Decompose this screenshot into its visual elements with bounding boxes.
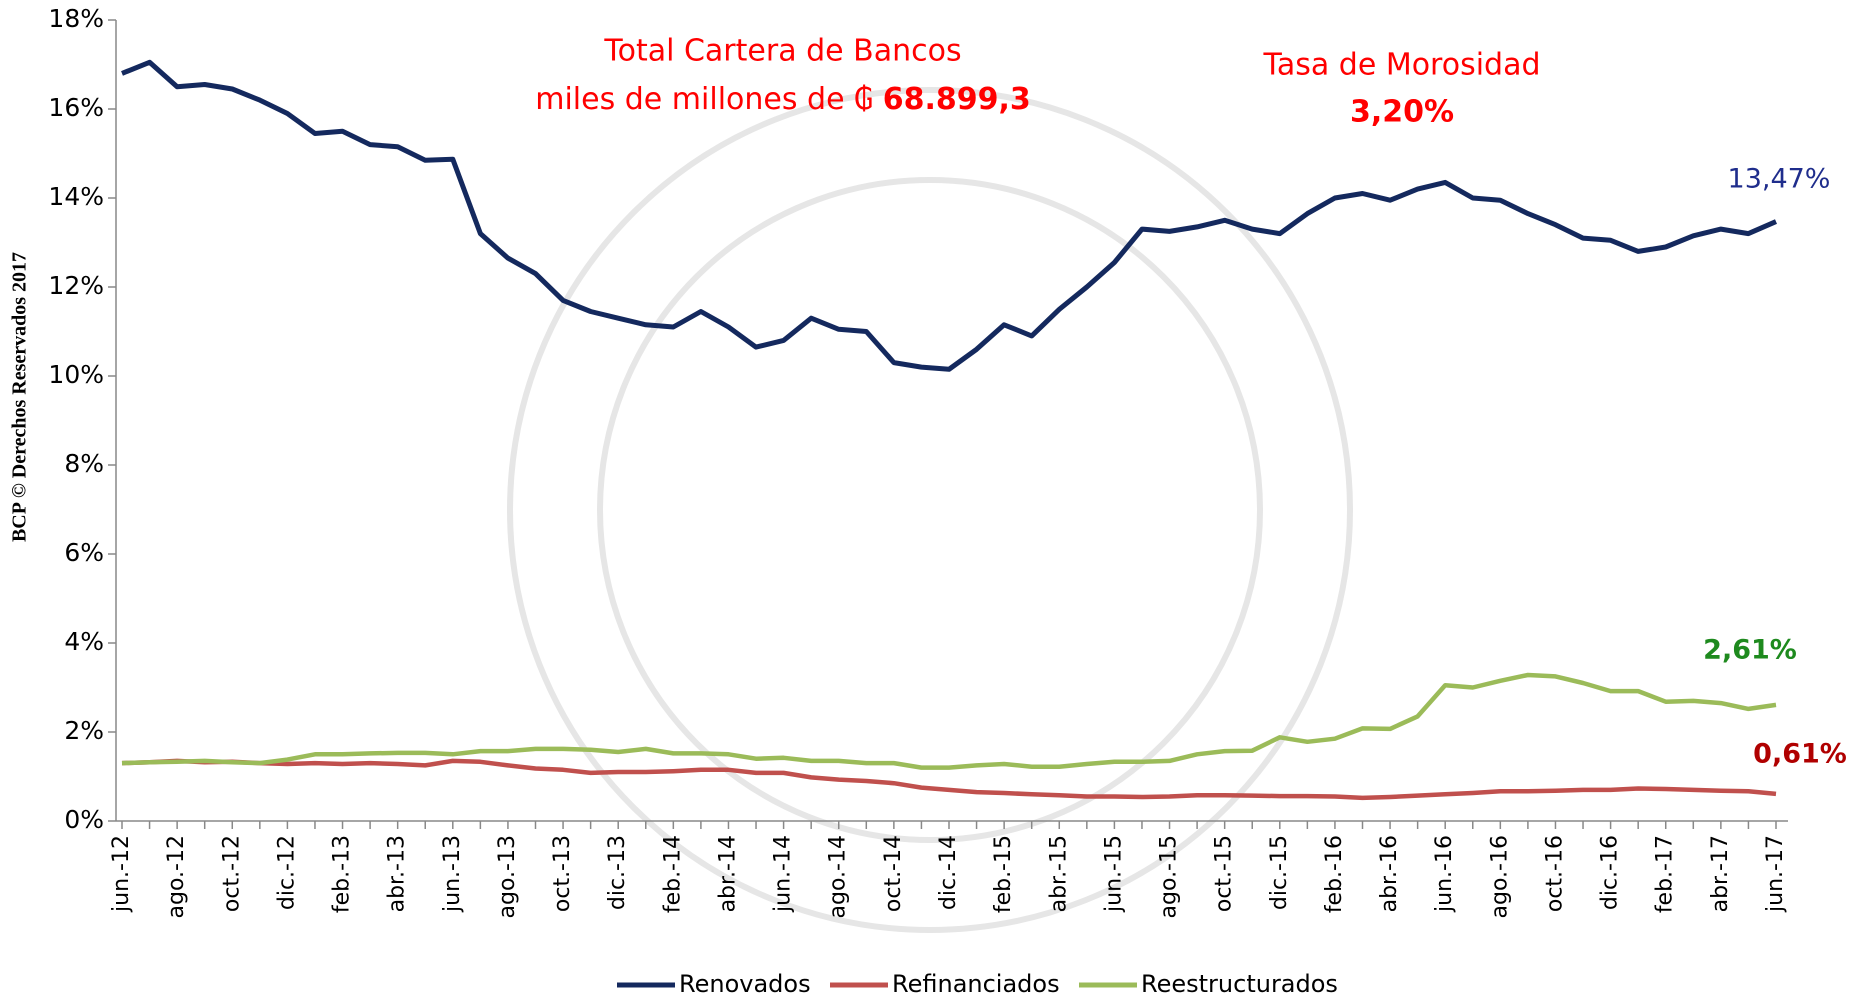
- x-tick-label: feb.-14: [660, 835, 685, 913]
- legend-label: Reestructurados: [1141, 970, 1338, 998]
- data-label: 2,61%: [1703, 635, 1797, 666]
- line-series: [121, 758, 1777, 801]
- x-tick-label: ago.-16: [1487, 835, 1512, 918]
- x-tick-label: abr.-13: [385, 835, 410, 912]
- line-series: [121, 672, 1777, 770]
- x-tick-label: jun.-13: [440, 835, 465, 913]
- x-tick-label: ago.-15: [1157, 835, 1182, 918]
- x-tick-label: oct.-15: [1212, 835, 1237, 912]
- x-tick-label: dic.-15: [1267, 835, 1292, 910]
- y-tick-label: 12%: [48, 271, 104, 300]
- x-tick-label: jun.-15: [1101, 835, 1126, 913]
- x-tick-label: abr.-14: [715, 835, 740, 912]
- x-tick-label: dic.-12: [274, 835, 299, 910]
- x-tick-label: jun.-17: [1763, 835, 1788, 913]
- y-tick-label: 18%: [48, 4, 104, 33]
- watermark: [507, 87, 1353, 933]
- x-tick-label: ago.-12: [164, 835, 189, 918]
- y-tick-label: 2%: [64, 716, 104, 745]
- x-tick-label: feb.-13: [330, 835, 355, 913]
- x-tick-label: feb.-17: [1653, 835, 1678, 913]
- x-tick-label: feb.-16: [1322, 835, 1347, 913]
- side-note: BCP © Derechos Reservados 2017: [9, 252, 31, 542]
- x-tick-label: abr.-17: [1708, 835, 1733, 912]
- annotation-value: 68.899,3: [883, 82, 1031, 117]
- x-tick-label: jun.-16: [1432, 835, 1457, 913]
- legend-label: Renovados: [679, 970, 811, 998]
- x-tick-label: oct.-14: [881, 835, 906, 912]
- annotation-prefix: miles de millones de ₲: [535, 82, 873, 117]
- annotation: miles de millones de ₲ 68.899,3: [535, 82, 1031, 117]
- x-tick-label: dic.-14: [936, 835, 961, 910]
- x-tick-label: jun.-14: [771, 835, 796, 913]
- x-tick-label: abr.-15: [1046, 835, 1071, 912]
- x-tick-label: abr.-16: [1377, 835, 1402, 912]
- annotation: Total Cartera de Bancos: [603, 34, 961, 69]
- x-tick-label: oct.-16: [1542, 835, 1567, 912]
- x-tick-label: dic.-16: [1598, 835, 1623, 910]
- data-label: 13,47%: [1728, 164, 1831, 195]
- x-tick-label: ago.-13: [495, 835, 520, 918]
- x-tick-label: jun.-12: [109, 835, 134, 913]
- legend-label: Refinanciados: [892, 970, 1060, 998]
- x-tick-label: feb.-15: [991, 835, 1016, 913]
- y-tick-label: 10%: [48, 360, 104, 389]
- y-tick-label: 6%: [64, 538, 104, 567]
- y-tick-label: 4%: [64, 627, 104, 656]
- data-label: 0,61%: [1753, 739, 1847, 770]
- annotation: Tasa de Morosidad: [1262, 48, 1540, 83]
- y-tick-label: 14%: [48, 182, 104, 211]
- annotation-value: 3,20%: [1350, 95, 1454, 130]
- y-tick-label: 16%: [48, 93, 104, 122]
- x-tick-label: oct.-12: [219, 835, 244, 912]
- line-series: [121, 59, 1777, 372]
- x-tick-label: dic.-13: [605, 835, 630, 910]
- x-tick-label: oct.-13: [550, 835, 575, 912]
- y-tick-label: 0%: [64, 805, 104, 834]
- y-tick-label: 8%: [64, 449, 104, 478]
- x-tick-label: ago.-14: [826, 835, 851, 918]
